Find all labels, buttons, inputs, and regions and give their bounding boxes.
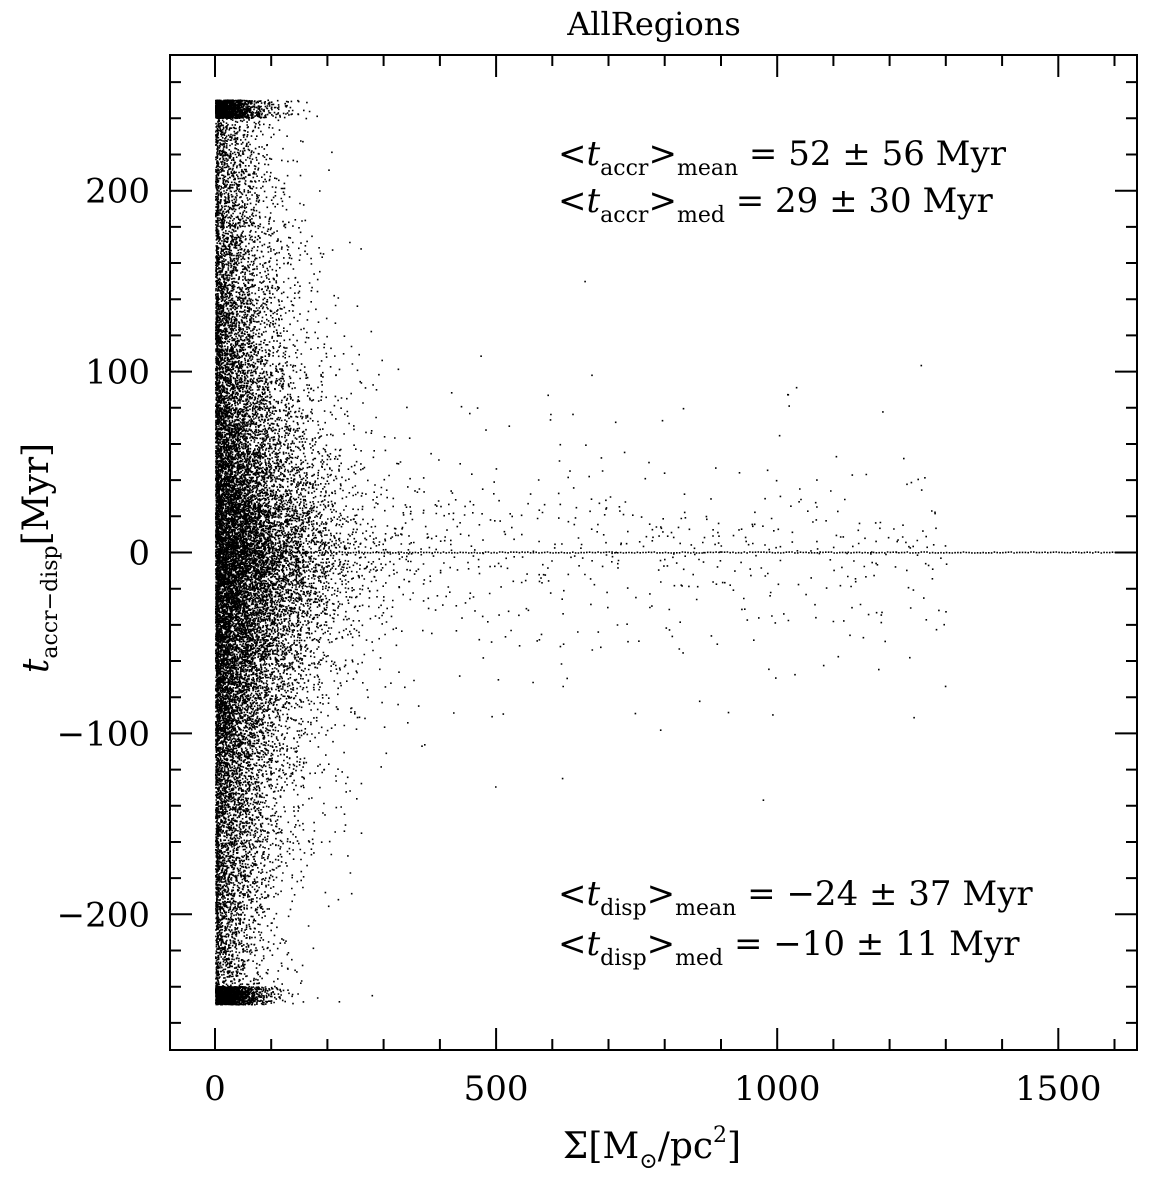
x-axis-label-sun-subscript: ⊙ (639, 1149, 657, 1174)
y-axis-label-var: t (16, 658, 57, 673)
x-tick-label: 0 (204, 1069, 226, 1109)
stat-annotation: <taccr>med = 29 ± 30 Myr (558, 181, 993, 228)
y-axis-label-unit: [Myr] (16, 443, 57, 546)
x-axis-label-superscript: 2 (713, 1123, 727, 1148)
y-tick-label: −200 (57, 895, 150, 935)
chart-title: AllRegions (566, 5, 741, 43)
x-axis-label-end: ] (727, 1126, 741, 1167)
annotations: <taccr>mean = 52 ± 56 Myr<taccr>med = 29… (558, 134, 1033, 971)
x-tick-label: 1000 (734, 1069, 821, 1109)
x-tick-label: 500 (464, 1069, 529, 1109)
y-tick-label: 0 (128, 534, 150, 574)
x-axis-label: Σ[M⊙/pc2] (563, 1123, 741, 1174)
x-axis-label-mid: /pc (658, 1126, 713, 1167)
y-tick-label: 200 (85, 172, 150, 212)
y-axis-label-subscript: accr−disp (38, 545, 63, 658)
axis-ticks (170, 55, 1137, 1050)
stat-annotation: <tdisp>med = −10 ± 11 Myr (558, 924, 1020, 971)
y-tick-label: −100 (57, 714, 150, 754)
x-axis-label-main: Σ[M (563, 1126, 639, 1167)
y-tick-label: 100 (85, 353, 150, 393)
data-points (215, 99, 1117, 1006)
stat-annotation: <tdisp>mean = −24 ± 37 Myr (558, 874, 1033, 921)
y-axis-label: taccr−disp[Myr] (16, 443, 63, 673)
scatter-points (215, 99, 1117, 1006)
x-tick-label: 1500 (1015, 1069, 1102, 1109)
tick-marks (170, 55, 1137, 1050)
stat-annotation: <taccr>mean = 52 ± 56 Myr (558, 134, 1007, 181)
plot-frame (169, 54, 1138, 1051)
